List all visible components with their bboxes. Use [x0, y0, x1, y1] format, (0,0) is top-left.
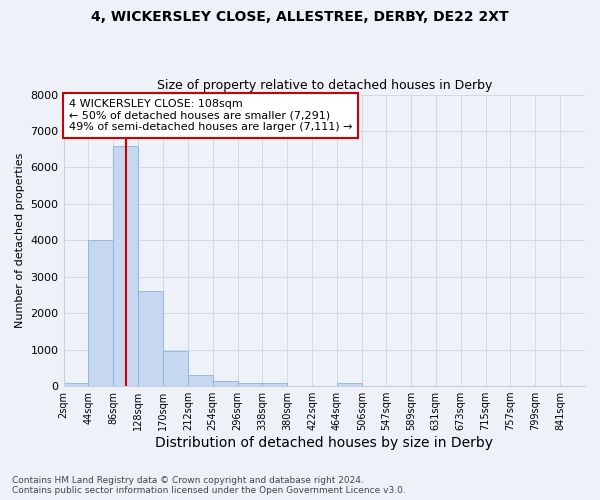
- Text: Contains HM Land Registry data © Crown copyright and database right 2024.
Contai: Contains HM Land Registry data © Crown c…: [12, 476, 406, 495]
- Bar: [88, 240, 113, 386]
- Bar: [113, 146, 138, 386]
- Bar: [262, 383, 287, 386]
- Bar: [64, 384, 88, 386]
- Text: 4 WICKERSLEY CLOSE: 108sqm
← 50% of detached houses are smaller (7,291)
49% of s: 4 WICKERSLEY CLOSE: 108sqm ← 50% of deta…: [69, 99, 352, 132]
- Title: Size of property relative to detached houses in Derby: Size of property relative to detached ho…: [157, 79, 492, 92]
- X-axis label: Distribution of detached houses by size in Derby: Distribution of detached houses by size …: [155, 436, 493, 450]
- Bar: [138, 292, 163, 386]
- Bar: [238, 383, 262, 386]
- Y-axis label: Number of detached properties: Number of detached properties: [15, 152, 25, 328]
- Bar: [337, 383, 362, 386]
- Text: 4, WICKERSLEY CLOSE, ALLESTREE, DERBY, DE22 2XT: 4, WICKERSLEY CLOSE, ALLESTREE, DERBY, D…: [91, 10, 509, 24]
- Bar: [212, 382, 238, 386]
- Bar: [188, 375, 212, 386]
- Bar: [163, 352, 188, 386]
